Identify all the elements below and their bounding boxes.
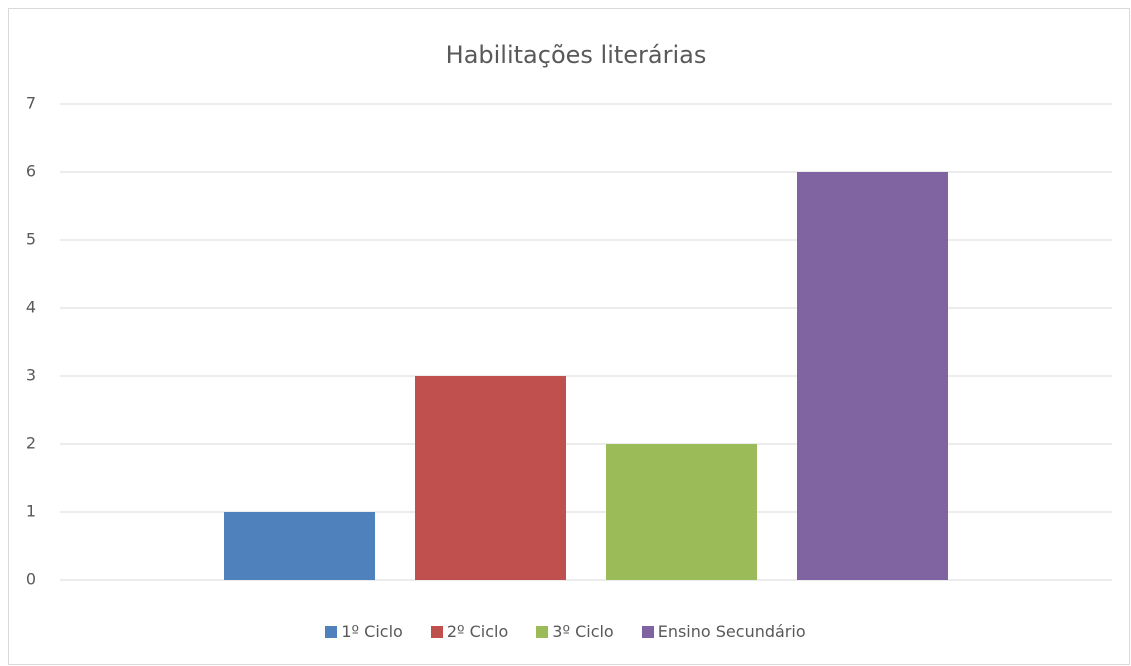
legend-swatch (325, 625, 338, 638)
legend-item: 3º Ciclo (536, 622, 614, 641)
y-tick-label: 7 (26, 94, 36, 113)
legend-item: 1º Ciclo (325, 622, 403, 641)
legend-label: 2º Ciclo (446, 622, 509, 641)
y-tick-label: 6 (26, 162, 36, 181)
legend: 1º Ciclo 2º Ciclo 3º Ciclo Ensino Secundári… (0, 622, 1131, 641)
bar (606, 444, 757, 580)
legend-label: 3º Ciclo (552, 622, 614, 641)
legend-label: 1º Ciclo (341, 622, 403, 641)
y-tick-label: 4 (26, 298, 36, 317)
chart-title: Habilitações literárias (446, 41, 707, 69)
bar (797, 172, 948, 580)
y-tick-label: 1 (26, 502, 36, 521)
chart-border (8, 8, 1130, 665)
legend-item: 2º Ciclo (430, 622, 509, 641)
y-tick-label: 2 (26, 434, 36, 453)
legend-item: Ensino Secundário (641, 622, 806, 641)
y-tick-label: 3 (26, 366, 36, 385)
bar (415, 376, 566, 580)
y-tick-label: 5 (26, 230, 36, 249)
legend-swatch (536, 625, 549, 638)
legend-swatch (430, 625, 443, 638)
y-tick-label: 0 (26, 570, 36, 589)
legend-label: Ensino Secundário (657, 622, 806, 641)
bar (224, 512, 375, 580)
legend-swatch (641, 625, 654, 638)
